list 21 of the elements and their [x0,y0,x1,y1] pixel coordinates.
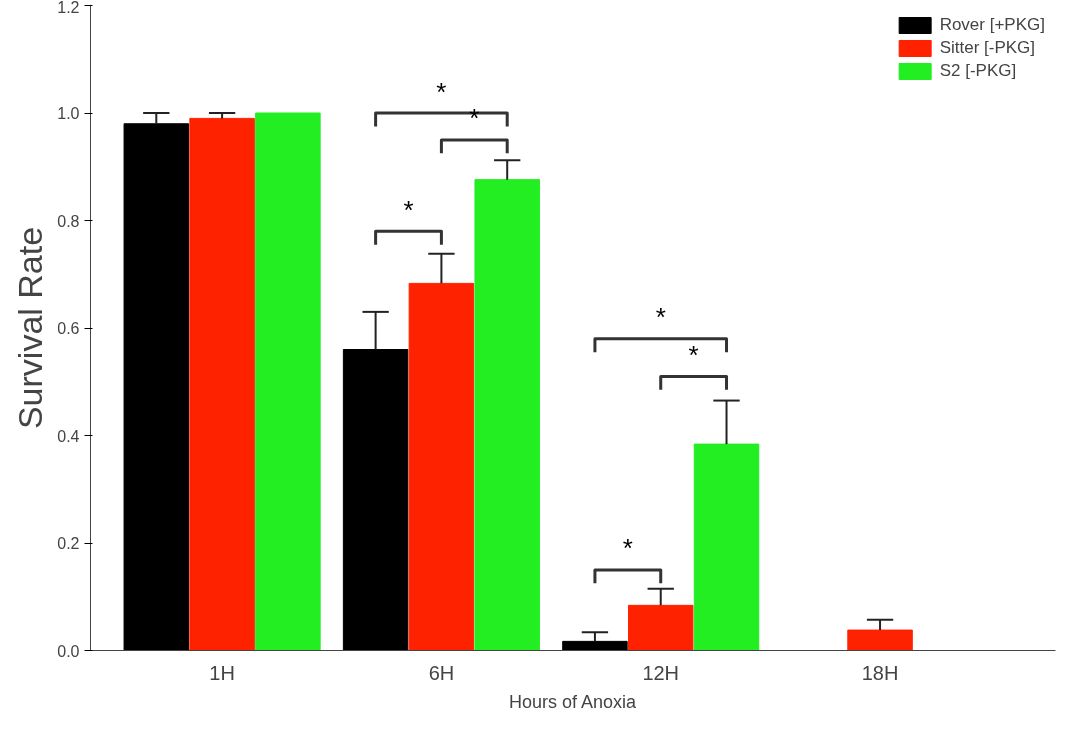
y-tick-label: 1.0 [57,105,80,122]
x-tick-label: 6H [428,661,455,684]
x-tick-label: 18H [861,661,899,684]
x-tick-label: 1H [209,661,235,684]
annotation: * [655,302,666,333]
legend-label: Sitter [-PKG] [939,38,1036,58]
annotation: * [622,533,633,564]
annotation: * [688,339,699,370]
annotation: * [436,76,447,107]
y-tick-label: 0.2 [57,535,80,552]
y-tick-label: 0.8 [57,212,80,230]
y-tick-label: 1.2 [57,0,80,16]
x-tick-label: 12H [642,661,680,684]
y-axis-title: Survival Rate [11,226,50,430]
legend-label: S2 [-PKG] [939,61,1017,81]
y-tick-label: 0.6 [57,320,80,337]
legend-label: Rover [+PKG] [939,15,1045,35]
y-tick-label: 0.0 [57,642,80,660]
x-axis-title: Hours of Anoxia [508,691,638,712]
y-tick-label: 0.4 [57,427,80,445]
annotation: * [403,194,414,225]
